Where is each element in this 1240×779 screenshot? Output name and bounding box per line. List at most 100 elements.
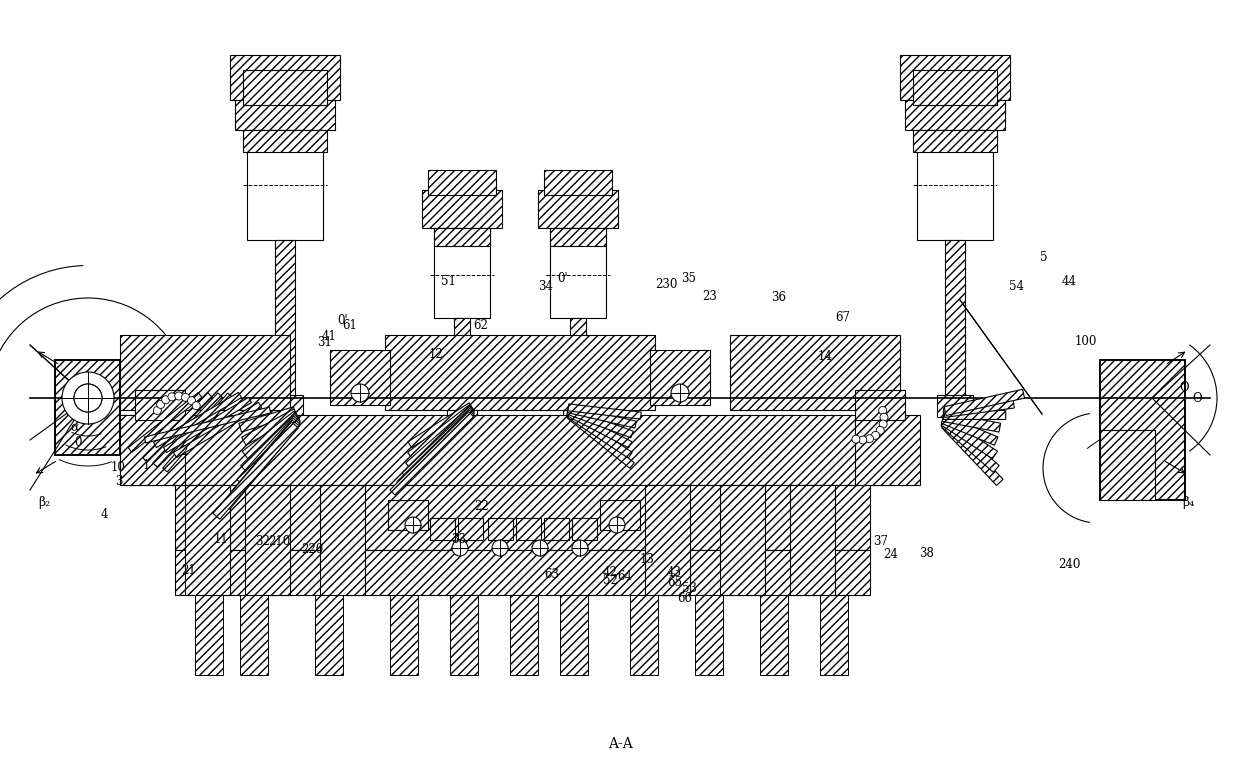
Bar [905,100,1004,130]
Circle shape [572,540,588,556]
Bar [422,190,502,228]
Text: 65: 65 [667,576,682,589]
Polygon shape [143,393,212,462]
Text: 230: 230 [655,278,677,291]
Bar [630,595,658,675]
Bar [55,360,120,455]
Bar [1100,430,1154,500]
Circle shape [453,540,467,556]
Bar [446,398,477,416]
Bar [760,595,787,675]
Polygon shape [944,399,1014,418]
Polygon shape [568,413,634,468]
Polygon shape [239,407,296,432]
Bar [516,518,541,540]
Bar [913,130,997,152]
Polygon shape [405,407,474,468]
Circle shape [859,436,867,444]
Bar [246,485,290,595]
Bar [229,55,340,100]
Circle shape [167,393,176,401]
Circle shape [879,407,887,414]
Circle shape [609,517,625,533]
Polygon shape [941,418,997,459]
Text: 0': 0' [558,273,568,285]
Polygon shape [223,420,299,509]
Polygon shape [397,410,474,487]
Bar [454,318,470,403]
Text: 210: 210 [268,535,290,548]
Text: 31: 31 [317,337,332,349]
Text: 240: 240 [1058,559,1080,571]
Bar [1100,360,1185,500]
Polygon shape [174,403,262,457]
Bar [135,390,185,420]
Text: 12: 12 [429,348,444,361]
Polygon shape [567,406,636,428]
Circle shape [74,384,102,412]
Circle shape [156,400,165,408]
Text: 53: 53 [682,582,697,594]
Text: 62: 62 [474,319,489,332]
Bar [544,518,569,540]
Polygon shape [162,393,232,472]
Polygon shape [242,409,298,445]
Text: 41: 41 [321,330,336,343]
Bar [856,415,920,485]
Bar [428,170,496,195]
Bar [175,550,870,595]
Text: 43: 43 [667,566,682,579]
Text: 14: 14 [817,351,832,363]
Text: 33: 33 [451,533,466,545]
Circle shape [879,420,887,428]
Text: 38: 38 [919,547,934,559]
Text: 42: 42 [603,566,618,579]
Bar [1100,360,1185,500]
Polygon shape [941,420,999,472]
Text: 24: 24 [883,548,898,561]
Circle shape [62,372,114,424]
Polygon shape [389,412,474,495]
Text: 11: 11 [213,533,228,545]
Bar [560,595,588,675]
Polygon shape [942,421,1003,485]
Bar [120,415,905,485]
Bar [720,485,765,595]
Text: 5: 5 [1040,251,1048,263]
Bar [900,55,1011,100]
Circle shape [187,397,196,404]
Text: 100: 100 [1075,335,1097,347]
Circle shape [161,396,170,404]
Polygon shape [567,410,632,448]
Text: 21: 21 [181,564,196,576]
Bar [384,335,655,410]
Text: 13: 13 [640,553,655,566]
Circle shape [880,413,888,421]
Bar [120,415,185,485]
Bar [241,595,268,675]
Bar [315,595,343,675]
Circle shape [175,392,182,400]
Text: 63: 63 [544,569,559,581]
Text: 4: 4 [100,508,108,520]
Circle shape [872,432,879,439]
Bar [243,130,327,152]
Polygon shape [213,422,299,520]
Polygon shape [153,393,222,467]
Bar [544,170,613,195]
Text: 220: 220 [301,543,324,555]
Bar [330,350,391,405]
Text: 23: 23 [702,290,717,302]
Bar [388,500,428,530]
Bar [563,398,593,416]
Bar [820,595,848,675]
Bar [458,518,484,540]
Circle shape [181,393,190,401]
Circle shape [852,435,859,443]
Polygon shape [237,416,300,485]
Text: A-A: A-A [608,737,632,751]
Polygon shape [231,418,300,498]
Text: 32: 32 [255,535,270,548]
Polygon shape [941,415,998,446]
Text: 1: 1 [143,460,150,472]
